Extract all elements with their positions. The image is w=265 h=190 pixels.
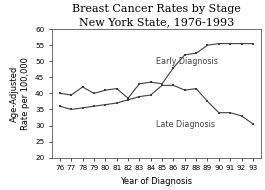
- Y-axis label: Age-Adjusted
Rate per 100,000: Age-Adjusted Rate per 100,000: [10, 57, 30, 130]
- Title: Breast Cancer Rates by Stage
New York State, 1976-1993: Breast Cancer Rates by Stage New York St…: [72, 4, 241, 27]
- X-axis label: Year of Diagnosis: Year of Diagnosis: [120, 177, 192, 186]
- Text: Late Diagnosis: Late Diagnosis: [156, 120, 215, 129]
- Text: Early Diagnosis: Early Diagnosis: [156, 57, 218, 66]
